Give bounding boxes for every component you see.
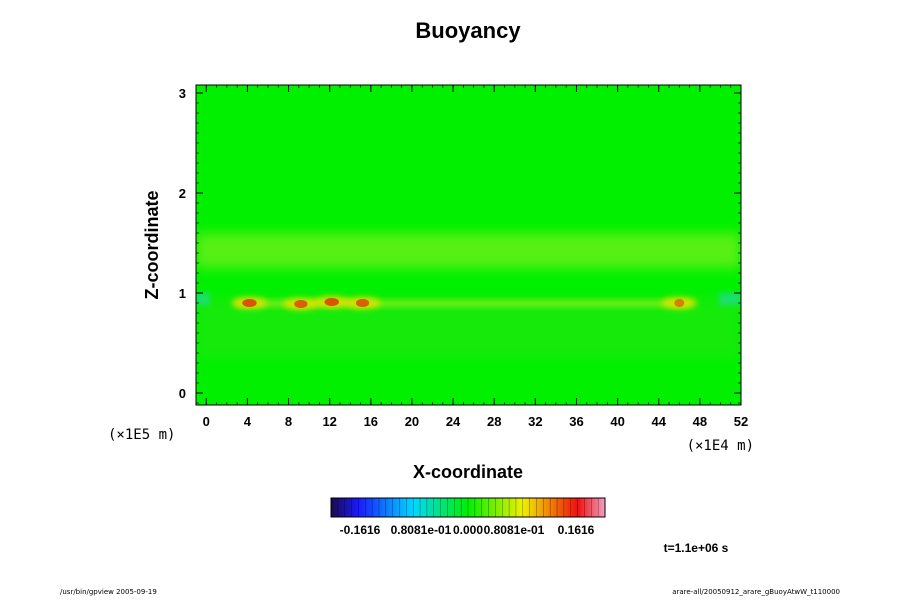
x-tick-label: 24: [446, 414, 461, 429]
highlight-group: [231, 296, 698, 310]
colorbar: -0.1616 0.8081e-01 0.000 0.8081e-01 0.1616: [330, 497, 606, 537]
x-tick-label: 8: [285, 414, 292, 429]
x-tick-label: 52: [734, 414, 748, 429]
chart-title: Buoyancy: [415, 18, 521, 43]
x-tick-label: 44: [652, 414, 667, 429]
x-tick-label: 48: [693, 414, 707, 429]
highlight-core-1: [294, 300, 308, 308]
x-tick-label: 28: [487, 414, 501, 429]
y-tick-label: 3: [179, 86, 186, 101]
colorbar-labels: -0.1616 0.8081e-01 0.000 0.8081e-01 0.1616: [340, 523, 595, 537]
x-tick-label: 12: [322, 414, 336, 429]
footer-right: arare-all/20050912_arare_gBuoyAtwW_t1100…: [672, 588, 840, 596]
left-edge-anomaly: [196, 293, 210, 305]
right-edge-anomaly: [719, 293, 741, 305]
colorbar-label: -0.1616: [340, 523, 381, 537]
upper-turbulent-band: [196, 233, 741, 268]
highlight-core-2: [324, 298, 339, 306]
y-axis-label: Z-coordinate: [142, 190, 162, 299]
x-axis-unit: (×1E4 m): [687, 438, 754, 454]
x-tick-label: 32: [528, 414, 542, 429]
colorbar-label: 0.000: [453, 523, 483, 537]
y-tick-label: 2: [179, 186, 186, 201]
lower-turbulent-band: [196, 298, 741, 358]
x-tick-label: 16: [364, 414, 378, 429]
y-tick-label: 0: [179, 386, 186, 401]
interface-line: [237, 300, 690, 307]
x-axis-ticks: 0 4 8 12 16 20 24 28 32 36 40 44 48 52: [195, 85, 748, 429]
y-axis-unit: (×1E5 m): [108, 427, 175, 443]
highlight-core-3: [355, 299, 370, 307]
y-axis-ticks: 0 1 2 3: [179, 86, 741, 404]
x-tick-label: 36: [569, 414, 583, 429]
highlight-core-0: [242, 299, 257, 307]
colorbar-label: 0.8081e-01: [391, 523, 452, 537]
colorbar-label: 0.8081e-01: [484, 523, 545, 537]
time-label: t=1.1e+06 s: [664, 541, 729, 555]
colorbar-label: 0.1616: [558, 523, 595, 537]
colorbar-divisions: [337, 498, 599, 517]
x-axis-label: X-coordinate: [413, 462, 523, 482]
x-tick-label: 40: [610, 414, 624, 429]
x-tick-label: 0: [203, 414, 210, 429]
x-tick-label: 4: [244, 414, 252, 429]
highlight-core-4: [674, 299, 685, 307]
y-tick-label: 1: [179, 286, 186, 301]
plot-frame: [195, 84, 742, 406]
x-tick-label: 20: [405, 414, 419, 429]
footer-left: /usr/bin/gpview 2005-09-19: [60, 588, 157, 596]
